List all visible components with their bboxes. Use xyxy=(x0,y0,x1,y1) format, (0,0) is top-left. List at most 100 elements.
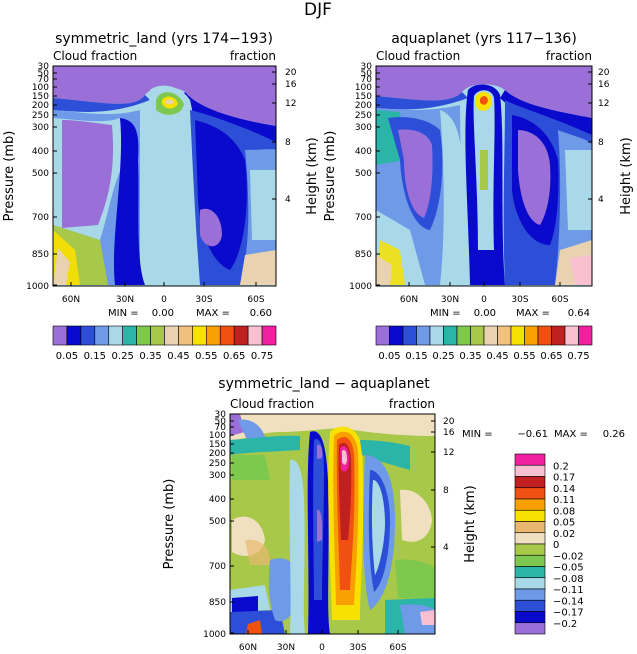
pressure-tick-30: 30 xyxy=(361,62,380,72)
height-tick-8: 8 xyxy=(588,138,604,148)
svg-text:700: 700 xyxy=(32,213,49,223)
panel-c-pressure-ticks: 30 50 70 100 150 200 250 300 400 500 700… xyxy=(203,410,234,640)
height-tick-8: 8 xyxy=(272,138,291,148)
colorbar-label: 0 xyxy=(553,540,559,551)
colorbar-label: 0.08 xyxy=(553,506,575,517)
pressure-tick-1000: 1000 xyxy=(203,630,234,640)
colorbar-swatch xyxy=(514,476,546,489)
svg-text:100: 100 xyxy=(32,83,49,93)
colorbar-label: −0.17 xyxy=(553,608,584,619)
svg-text:250: 250 xyxy=(355,111,372,121)
panel-c-stats: MIN = −0.61 MAX = 0.26 xyxy=(462,429,625,440)
colorbar-swatch xyxy=(510,325,525,346)
panel-c-colorbar: 0.20.170.140.110.080.050.020−0.02−0.05−0… xyxy=(514,453,584,635)
panel-b-ylabel: Pressure (mb) xyxy=(323,131,338,222)
svg-text:150: 150 xyxy=(209,440,226,450)
pressure-tick-700: 700 xyxy=(355,213,380,223)
colorbar-swatch xyxy=(122,325,137,346)
x-tick-30S: 30S xyxy=(349,630,367,653)
pressure-tick-50: 50 xyxy=(38,69,57,79)
pressure-tick-150: 150 xyxy=(209,440,234,450)
panel-a-x-ticks: 60N 30N 0 30S 60S xyxy=(62,282,265,305)
svg-text:400: 400 xyxy=(32,147,49,157)
svg-text:20: 20 xyxy=(443,417,455,427)
svg-text:850: 850 xyxy=(355,250,372,260)
colorbar-swatch xyxy=(514,566,546,579)
colorbar-label: 0.17 xyxy=(553,473,575,484)
svg-text:1000: 1000 xyxy=(203,630,226,640)
x-tick-0: 0 xyxy=(161,282,167,305)
svg-text:50: 50 xyxy=(38,69,50,79)
panel-c-contour-field xyxy=(230,414,435,634)
colorbar-label: 0.2 xyxy=(553,461,569,472)
colorbar-swatch xyxy=(206,325,221,346)
svg-text:4: 4 xyxy=(285,195,291,205)
colorbar-swatch xyxy=(416,325,431,346)
colorbar-label: 0.65 xyxy=(223,351,245,362)
colorbar-swatch xyxy=(514,599,546,612)
svg-text:700: 700 xyxy=(209,562,226,572)
colorbar-swatch xyxy=(514,464,546,477)
height-tick-12: 12 xyxy=(431,448,454,458)
x-tick-60S: 60S xyxy=(247,282,265,305)
colorbar-swatch xyxy=(514,611,546,624)
svg-text:60S: 60S xyxy=(389,643,406,653)
colorbar-swatch xyxy=(514,509,546,522)
pressure-tick-200: 200 xyxy=(209,449,234,459)
colorbar-swatch xyxy=(233,325,249,346)
pressure-tick-70: 70 xyxy=(361,75,380,85)
svg-text:0.64: 0.64 xyxy=(568,308,590,319)
x-tick-30N: 30N xyxy=(277,630,295,653)
svg-text:50: 50 xyxy=(215,417,227,427)
colorbar-swatch xyxy=(443,325,458,346)
svg-text:250: 250 xyxy=(32,111,49,121)
height-tick-4: 4 xyxy=(431,543,449,553)
colorbar-swatch xyxy=(514,622,546,635)
pressure-tick-700: 700 xyxy=(32,213,57,223)
pressure-tick-100: 100 xyxy=(355,83,380,93)
svg-text:30S: 30S xyxy=(195,295,212,305)
colorbar-label: −0.14 xyxy=(553,596,584,607)
panel-a-stats: MIN = 0.00 MAX = 0.60 xyxy=(108,308,272,319)
x-tick-60N: 60N xyxy=(62,282,80,305)
colorbar-label: 0.35 xyxy=(459,351,481,362)
pressure-tick-30: 30 xyxy=(215,410,234,420)
x-tick-0: 0 xyxy=(481,282,487,305)
pressure-tick-250: 250 xyxy=(32,111,57,121)
svg-text:0: 0 xyxy=(161,295,167,305)
colorbar-label: 0.14 xyxy=(553,484,575,495)
pressure-tick-200: 200 xyxy=(355,101,380,111)
panel-b-x-ticks: 60N 30N 0 30S 60S xyxy=(400,282,569,305)
colorbar-label: −0.02 xyxy=(553,551,584,562)
pressure-tick-850: 850 xyxy=(209,598,234,608)
colorbar-label: 0.65 xyxy=(540,351,562,362)
svg-text:50: 50 xyxy=(361,69,373,79)
colorbar-label: 0.55 xyxy=(195,351,217,362)
svg-text:−0.61: −0.61 xyxy=(517,429,548,440)
panel-a-title: symmetric_land (yrs 174−193) xyxy=(55,31,273,47)
svg-text:20: 20 xyxy=(285,68,297,78)
pressure-tick-500: 500 xyxy=(209,517,234,527)
colorbar-swatch xyxy=(389,325,404,346)
colorbar-swatch xyxy=(94,325,110,346)
svg-text:0.00: 0.00 xyxy=(474,308,496,319)
panel-a-ylabel: Pressure (mb) xyxy=(2,131,17,222)
colorbar-label: 0.05 xyxy=(378,351,400,362)
colorbar-swatch xyxy=(136,325,151,346)
colorbar-swatch xyxy=(514,487,546,500)
colorbar-swatch xyxy=(514,577,546,590)
colorbar-label: 0.75 xyxy=(567,351,589,362)
svg-text:MIN =: MIN = xyxy=(462,429,493,440)
pressure-tick-250: 250 xyxy=(209,459,234,469)
colorbar-label: 0.55 xyxy=(513,351,535,362)
svg-text:500: 500 xyxy=(32,169,49,179)
colorbar-label: 0.05 xyxy=(56,351,78,362)
x-tick-30S: 30S xyxy=(511,282,529,305)
svg-text:300: 300 xyxy=(32,123,49,133)
colorbar-swatch xyxy=(470,325,485,346)
panel-a-height-ticks: 20 16 12 8 4 xyxy=(272,68,297,205)
colorbar-label: 0.11 xyxy=(553,495,575,506)
colorbar-swatch xyxy=(429,325,444,346)
svg-text:16: 16 xyxy=(598,80,610,90)
